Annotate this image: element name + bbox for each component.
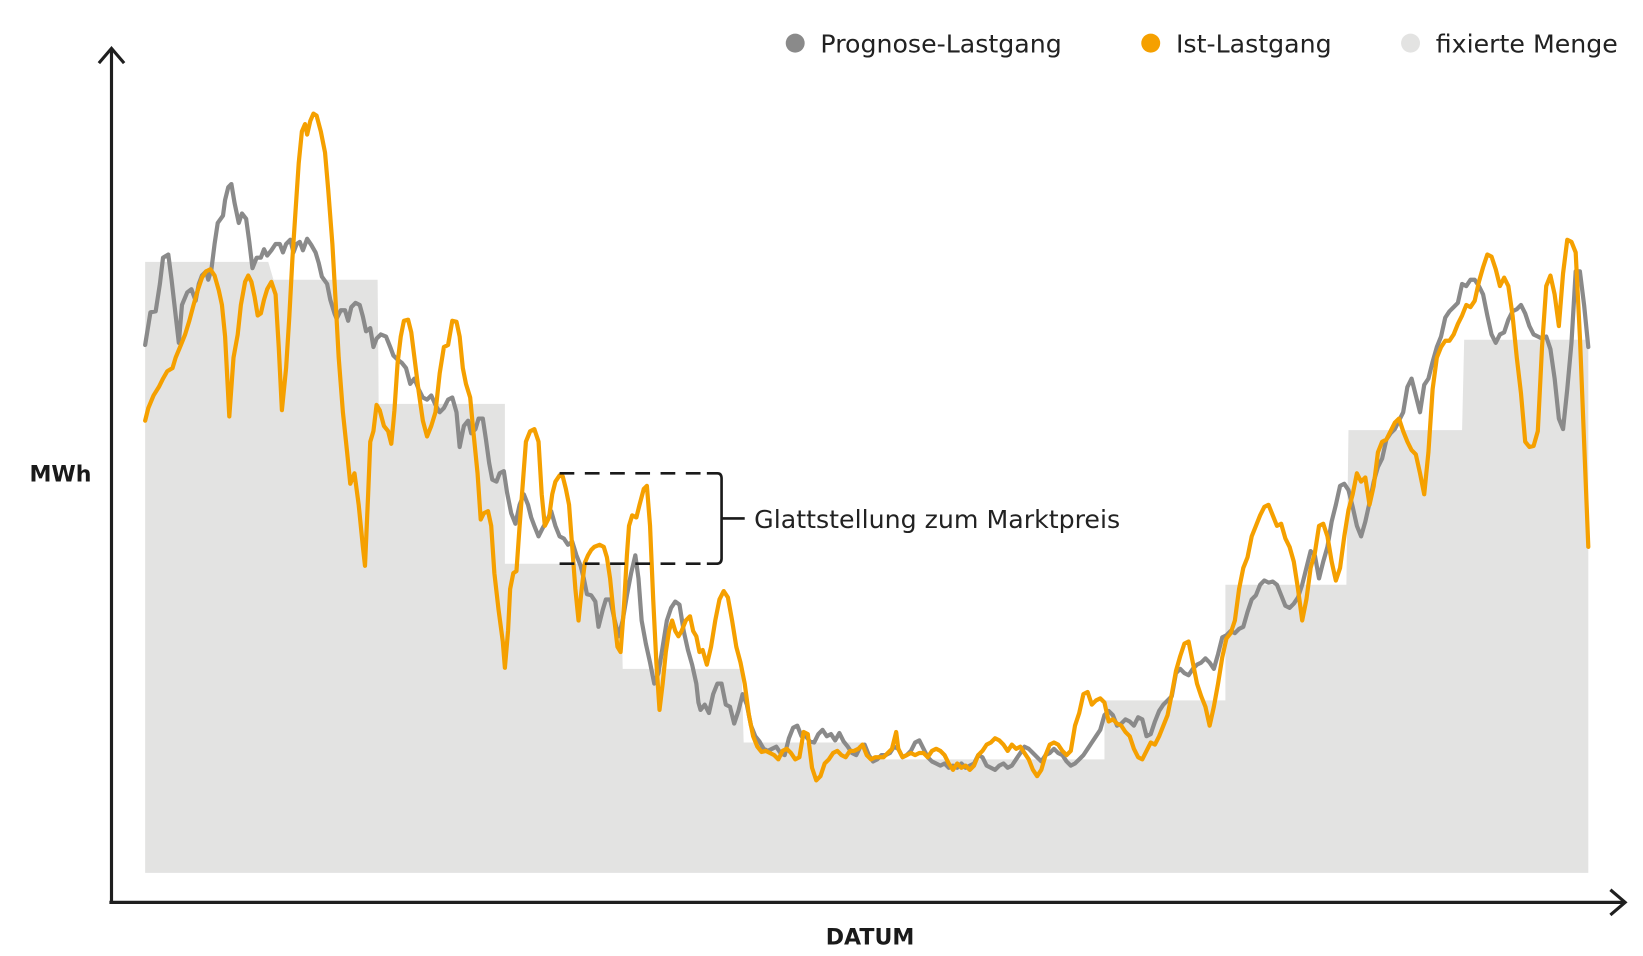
legend-label-fixed: fixierte Menge: [1436, 30, 1618, 59]
x-axis-label: DATUM: [826, 925, 915, 950]
legend-label-actual: Ist-Lastgang: [1176, 30, 1332, 59]
forecast-load-line: [143, 181, 1591, 772]
annotation-label: Glattstellung zum Marktpreis: [754, 505, 1120, 534]
y-axis-label: MWh: [29, 463, 91, 488]
fixed-quantity-area: [145, 261, 1589, 873]
legend-dot-fixed: [1401, 33, 1421, 53]
y-axis-arrow-icon: [97, 45, 126, 65]
legend-dot-actual: [1141, 33, 1161, 53]
legend: Prognose-Lastgang Ist-Lastgang fixierte …: [785, 30, 1618, 59]
annotation-bracket: [706, 471, 745, 566]
legend-label-forecast: Prognose-Lastgang: [820, 30, 1061, 59]
x-axis-arrow-icon: [1609, 888, 1628, 917]
actual-load-line: [143, 111, 1591, 783]
legend-dot-forecast: [785, 33, 805, 53]
